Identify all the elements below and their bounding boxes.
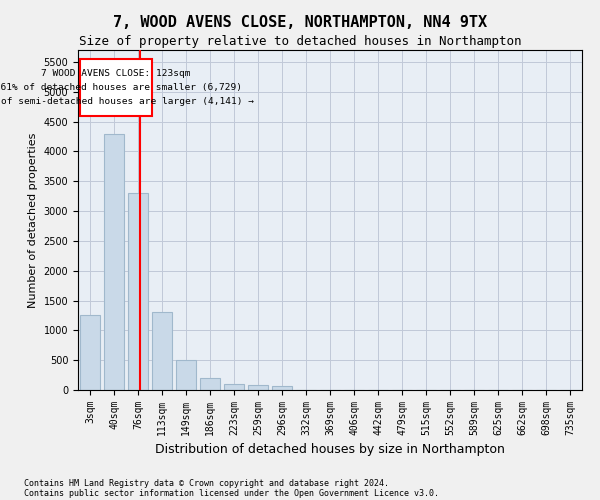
Text: Contains public sector information licensed under the Open Government Licence v3: Contains public sector information licen… <box>24 488 439 498</box>
FancyBboxPatch shape <box>80 59 152 116</box>
Bar <box>80 316 100 390</box>
Y-axis label: Number of detached properties: Number of detached properties <box>28 132 38 308</box>
Bar <box>176 360 196 390</box>
Text: 7, WOOD AVENS CLOSE, NORTHAMPTON, NN4 9TX: 7, WOOD AVENS CLOSE, NORTHAMPTON, NN4 9T… <box>113 15 487 30</box>
X-axis label: Distribution of detached houses by size in Northampton: Distribution of detached houses by size … <box>155 444 505 456</box>
Bar <box>104 134 124 390</box>
Bar <box>200 378 220 390</box>
Text: Size of property relative to detached houses in Northampton: Size of property relative to detached ho… <box>79 35 521 48</box>
Bar <box>248 385 268 390</box>
Text: Contains HM Land Registry data © Crown copyright and database right 2024.: Contains HM Land Registry data © Crown c… <box>24 478 389 488</box>
Text: 7 WOOD AVENS CLOSE: 123sqm
← 61% of detached houses are smaller (6,729)
38% of s: 7 WOOD AVENS CLOSE: 123sqm ← 61% of deta… <box>0 69 254 106</box>
Bar <box>272 386 292 390</box>
Bar <box>224 384 244 390</box>
Bar <box>152 312 172 390</box>
Bar <box>128 193 148 390</box>
